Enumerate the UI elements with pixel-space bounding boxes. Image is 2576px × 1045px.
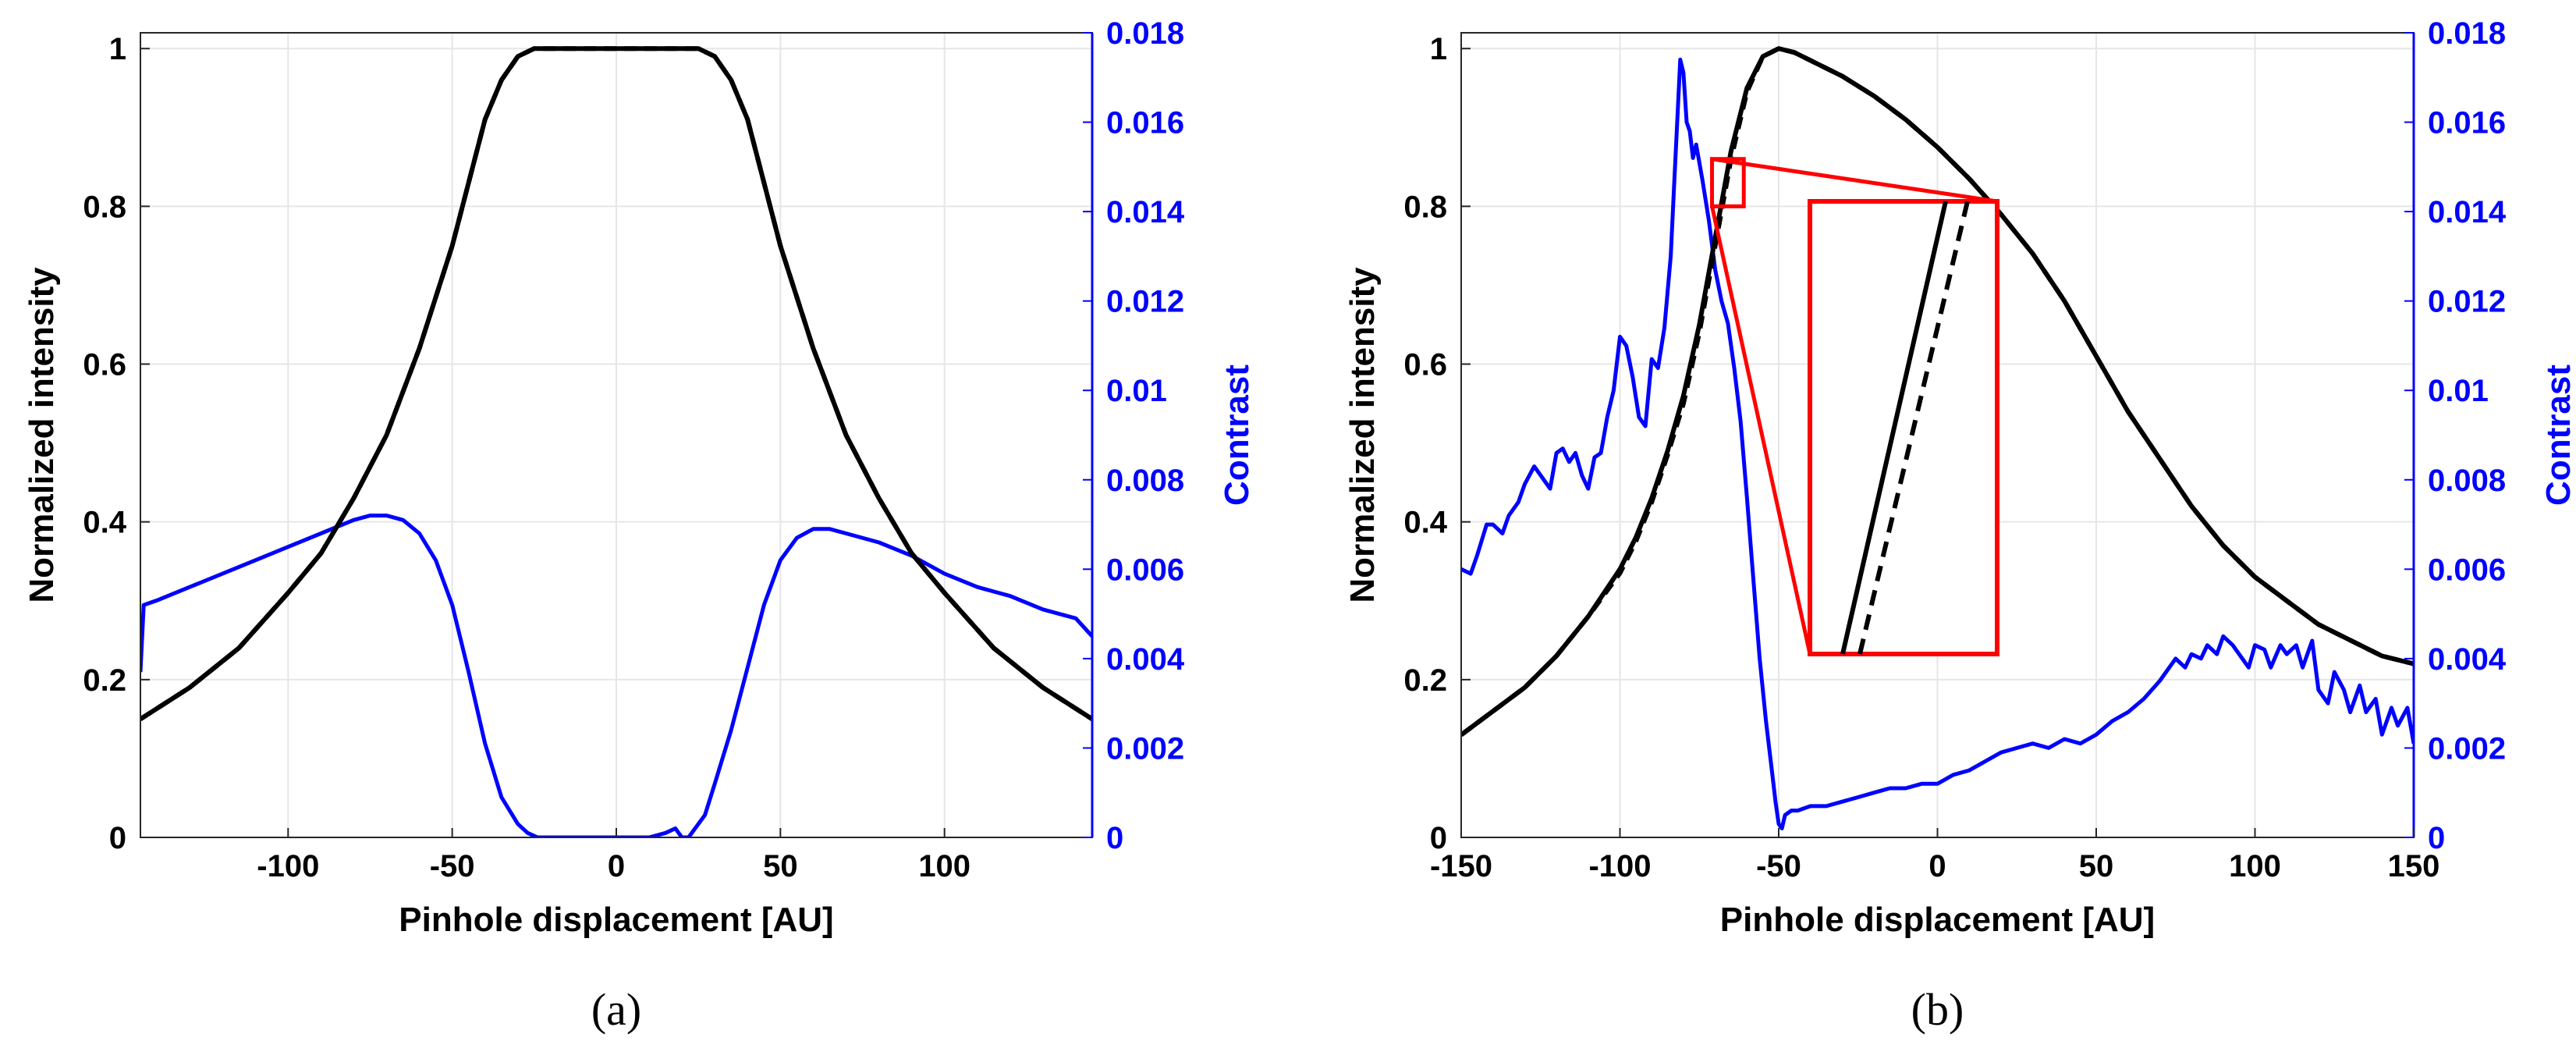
intensity-dashed-line <box>1461 46 2414 738</box>
contrast-line <box>1461 57 2414 830</box>
zoom-source-box <box>1710 157 1746 208</box>
y2-tick-label: 0.01 <box>2428 374 2489 408</box>
y-tick-label: 0.8 <box>1403 190 1447 224</box>
y2-tick-label: 0.014 <box>1106 195 1185 229</box>
y-tick-label: 1 <box>109 32 126 66</box>
y2-tick-label: 0.006 <box>2428 553 2506 587</box>
intensity-dashed-line <box>140 46 1092 721</box>
panel-a: -100 -50 0 50 100 0 0.2 0.4 0.6 0.8 1 0 0.002 0.004… <box>23 16 1256 1035</box>
zoom-intensity-solid-line <box>1840 201 1948 655</box>
x-tick-label: -150 <box>1430 849 1492 883</box>
panel-caption: (a) <box>591 984 641 1035</box>
x-tick-label: -50 <box>1756 849 1801 883</box>
y-ticks: 0 0.2 0.4 0.6 0.8 1 <box>1403 32 1471 855</box>
series-layer <box>140 46 1092 837</box>
y-tick-label: 0.6 <box>1403 348 1447 382</box>
y2-tick-label: 0.018 <box>2428 16 2506 51</box>
panel-b: -150 -100 -50 0 50 100 150 0 0.2 0.4 0.6 0.8 1 0 0.0… <box>1343 16 2576 1035</box>
panel-caption: (b) <box>1911 984 1964 1035</box>
y2-ticks: 0 0.002 0.004 0.006 0.008 0.01 0.012 0.014 0.016… <box>2404 16 2507 855</box>
y2-tick-label: 0.01 <box>1106 374 1167 408</box>
y2-ticks: 0 0.002 0.004 0.006 0.008 0.01 0.012 0.014 0.016… <box>1083 16 1185 855</box>
x-tick-label: 0 <box>608 849 625 883</box>
y-axis-label: Normalized intensity <box>23 267 61 603</box>
y-tick-label: 0.8 <box>83 190 126 224</box>
y-tick-label: 0 <box>1430 821 1447 855</box>
x-tick-label: 100 <box>2229 849 2281 883</box>
y2-tick-label: 0.016 <box>1106 106 1184 140</box>
x-tick-label: 50 <box>763 849 798 883</box>
y2-tick-label: 0.006 <box>1106 553 1184 587</box>
y-ticks: 0 0.2 0.4 0.6 0.8 1 <box>83 32 150 855</box>
series-layer <box>1461 46 2414 830</box>
x-tick-label: 150 <box>2388 849 2440 883</box>
zoom-intensity-dashed-line <box>1857 201 1970 655</box>
y2-tick-label: 0.004 <box>1106 642 1185 677</box>
y-tick-label: 0.6 <box>83 348 126 382</box>
y2-tick-label: 0.002 <box>2428 731 2506 766</box>
y-tick-label: 0.2 <box>83 663 126 698</box>
x-ticks: -150 -100 -50 0 50 100 150 <box>1430 828 2439 883</box>
y-tick-label: 0 <box>109 821 126 855</box>
y2-tick-label: 0.016 <box>2428 106 2506 140</box>
zoom-connector-line <box>1710 205 1812 655</box>
y-tick-label: 0.4 <box>83 506 126 540</box>
x-tick-label: -50 <box>430 849 475 883</box>
x-axis-label: Pinhole displacement [AU] <box>399 901 833 939</box>
zoom-inset <box>1710 157 1999 656</box>
zoom-connector-line <box>1712 157 1998 204</box>
x-tick-label: 100 <box>918 849 970 883</box>
y-axis-label: Normalized intensity <box>1343 267 1382 603</box>
y2-tick-label: 0.002 <box>1106 731 1184 766</box>
y-tick-label: 0.4 <box>1403 506 1447 540</box>
y-tick-label: 0.2 <box>1403 663 1447 698</box>
x-axis-label: Pinhole displacement [AU] <box>1720 901 2155 939</box>
y2-tick-label: 0.018 <box>1106 16 1184 51</box>
y2-tick-label: 0.012 <box>2428 285 2506 319</box>
grid <box>140 33 1092 838</box>
y2-axis-label: Contrast <box>1218 364 1256 506</box>
x-ticks: -100 -50 0 50 100 <box>257 828 970 883</box>
x-tick-label: -100 <box>1588 849 1651 883</box>
y2-axis-label: Contrast <box>2539 364 2576 506</box>
zoom-inset-box <box>1808 199 1999 656</box>
y2-tick-label: 0.008 <box>2428 464 2506 498</box>
y2-tick-label: 0 <box>1106 821 1123 855</box>
x-tick-label: 50 <box>2079 849 2114 883</box>
y-tick-label: 1 <box>1430 32 1447 66</box>
x-tick-label: 0 <box>1928 849 1946 883</box>
y2-tick-label: 0.014 <box>2428 195 2507 229</box>
y2-tick-label: 0.012 <box>1106 285 1184 319</box>
y2-tick-label: 0 <box>2428 821 2445 855</box>
contrast-line <box>140 514 1092 837</box>
y2-tick-label: 0.004 <box>2428 642 2507 677</box>
y2-tick-label: 0.008 <box>1106 464 1184 498</box>
x-tick-label: -100 <box>257 849 319 883</box>
